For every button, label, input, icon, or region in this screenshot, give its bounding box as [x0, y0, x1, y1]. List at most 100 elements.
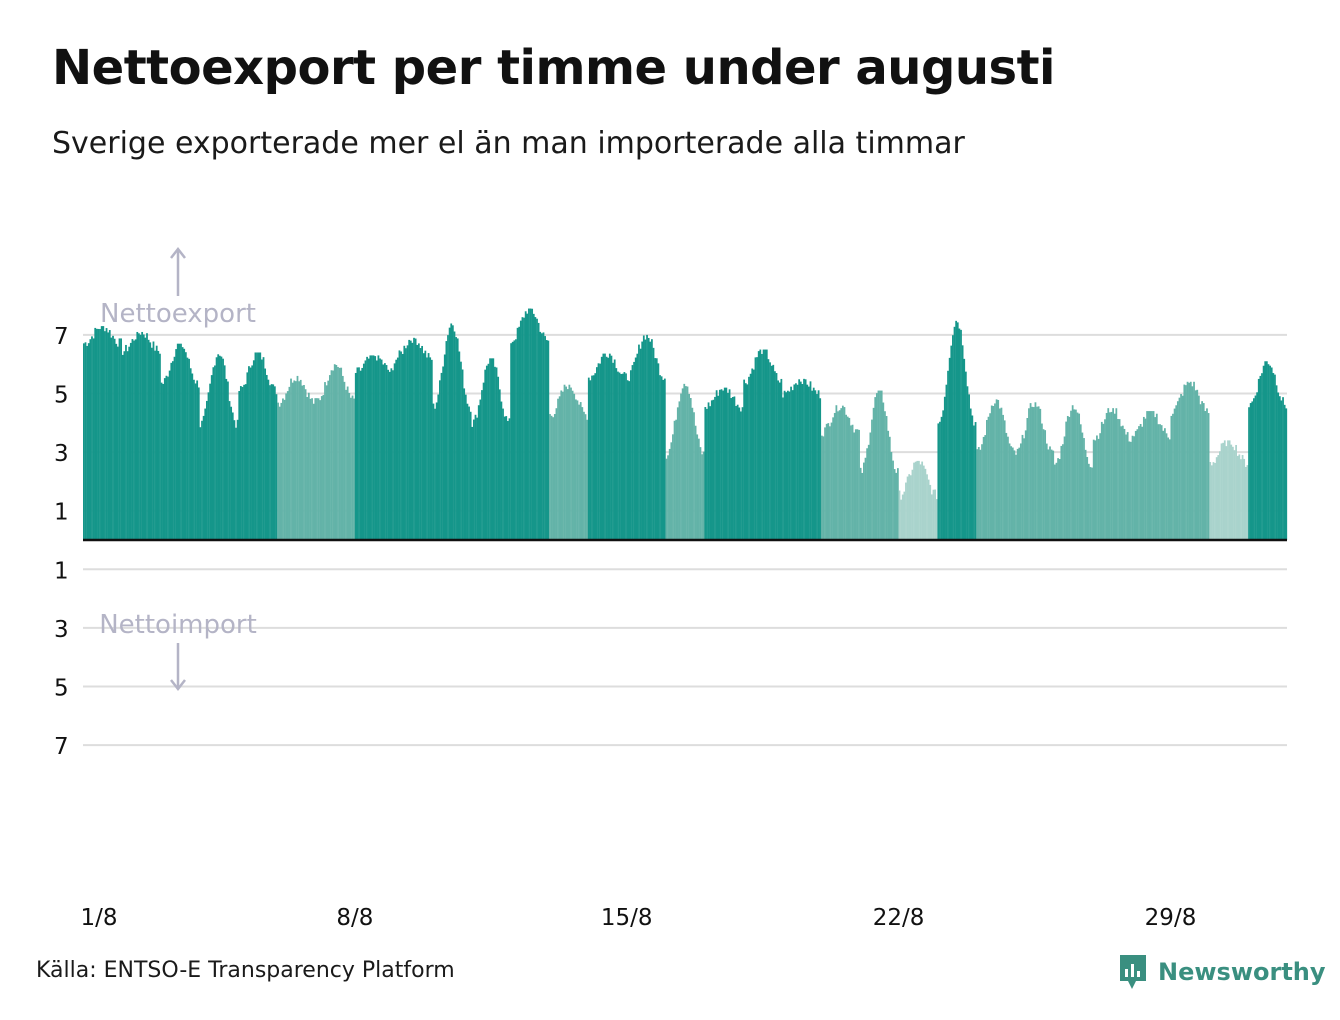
- bar: [332, 370, 334, 540]
- bar: [1235, 444, 1237, 540]
- bar: [1219, 451, 1221, 540]
- bar: [227, 381, 229, 540]
- bar: [113, 338, 116, 540]
- bar: [795, 383, 797, 540]
- bar: [1246, 465, 1249, 540]
- bar: [239, 386, 242, 540]
- bar: [275, 394, 278, 540]
- bar: [434, 408, 436, 540]
- bar: [1269, 365, 1271, 540]
- bar: [503, 416, 506, 540]
- bar: [1256, 392, 1259, 540]
- bar: [89, 339, 92, 540]
- bar: [570, 387, 572, 540]
- bar: [191, 373, 194, 540]
- bar: [890, 451, 893, 540]
- bar: [581, 407, 584, 540]
- bar: [1160, 425, 1163, 540]
- bar: [981, 444, 983, 540]
- bar: [1275, 385, 1278, 540]
- bar: [176, 343, 179, 540]
- bar: [867, 444, 870, 540]
- export-annotation-label: Nettoexport: [100, 299, 256, 329]
- bar: [1121, 425, 1124, 540]
- bar: [316, 398, 318, 540]
- y-tick-label: 7: [54, 734, 69, 760]
- bar: [863, 462, 865, 540]
- bar: [1272, 373, 1275, 540]
- bar: [278, 406, 281, 540]
- bar: [605, 356, 608, 540]
- bar: [715, 390, 718, 540]
- bar: [720, 389, 723, 540]
- bar: [617, 371, 619, 540]
- bar: [738, 407, 741, 540]
- bar: [696, 434, 699, 540]
- bar: [286, 391, 289, 540]
- bar: [579, 402, 582, 540]
- bar: [786, 390, 789, 540]
- bar: [1139, 424, 1142, 540]
- bar: [553, 414, 556, 540]
- bar: [1120, 426, 1123, 540]
- bar: [861, 472, 864, 540]
- bar: [1204, 411, 1207, 540]
- bar: [523, 317, 525, 540]
- bar: [681, 388, 684, 540]
- bar: [1167, 437, 1170, 540]
- x-tick-label: 15/8: [601, 905, 653, 931]
- bar: [1041, 423, 1043, 540]
- bar: [505, 416, 508, 540]
- bar: [92, 338, 95, 540]
- bar: [735, 405, 737, 540]
- bar: [955, 320, 958, 540]
- bar: [960, 329, 962, 540]
- bar: [204, 408, 207, 540]
- bar: [1102, 423, 1105, 540]
- bar: [196, 380, 199, 540]
- bar: [1231, 446, 1234, 540]
- bar: [837, 411, 839, 540]
- bar: [262, 357, 265, 540]
- bar: [1052, 450, 1055, 540]
- bar: [458, 351, 461, 540]
- bar: [827, 423, 830, 540]
- bar: [591, 375, 593, 540]
- y-tick-label: 5: [54, 676, 69, 702]
- bar: [871, 419, 873, 540]
- bar: [154, 350, 156, 540]
- bar: [631, 365, 634, 540]
- bar: [327, 380, 330, 540]
- bar: [913, 462, 915, 540]
- bar: [513, 340, 516, 540]
- bar: [835, 405, 838, 540]
- bar: [840, 408, 843, 540]
- bar: [126, 351, 129, 540]
- bar: [506, 420, 509, 540]
- bar: [87, 343, 90, 540]
- bar: [411, 342, 414, 540]
- bar: [1087, 463, 1090, 540]
- bar: [544, 336, 546, 540]
- export-annotation: Nettoexport: [100, 246, 256, 329]
- bar: [1047, 449, 1050, 540]
- bar: [1019, 443, 1022, 540]
- x-tick-label: 22/8: [873, 905, 925, 931]
- bar: [620, 374, 623, 540]
- bar: [495, 367, 498, 540]
- bar: [935, 499, 938, 540]
- bar: [1206, 408, 1208, 540]
- bar: [335, 364, 338, 540]
- bar: [667, 455, 669, 540]
- bar: [1265, 361, 1268, 540]
- bar: [1113, 413, 1116, 540]
- brand-logo[interactable]: Newsworthy: [1118, 952, 1326, 992]
- bar: [83, 343, 85, 540]
- bar: [841, 405, 844, 540]
- bar: [1032, 407, 1035, 540]
- bar: [1133, 436, 1136, 540]
- bar: [702, 451, 705, 540]
- bar: [673, 420, 676, 540]
- bar: [1021, 434, 1024, 540]
- bar: [184, 352, 187, 540]
